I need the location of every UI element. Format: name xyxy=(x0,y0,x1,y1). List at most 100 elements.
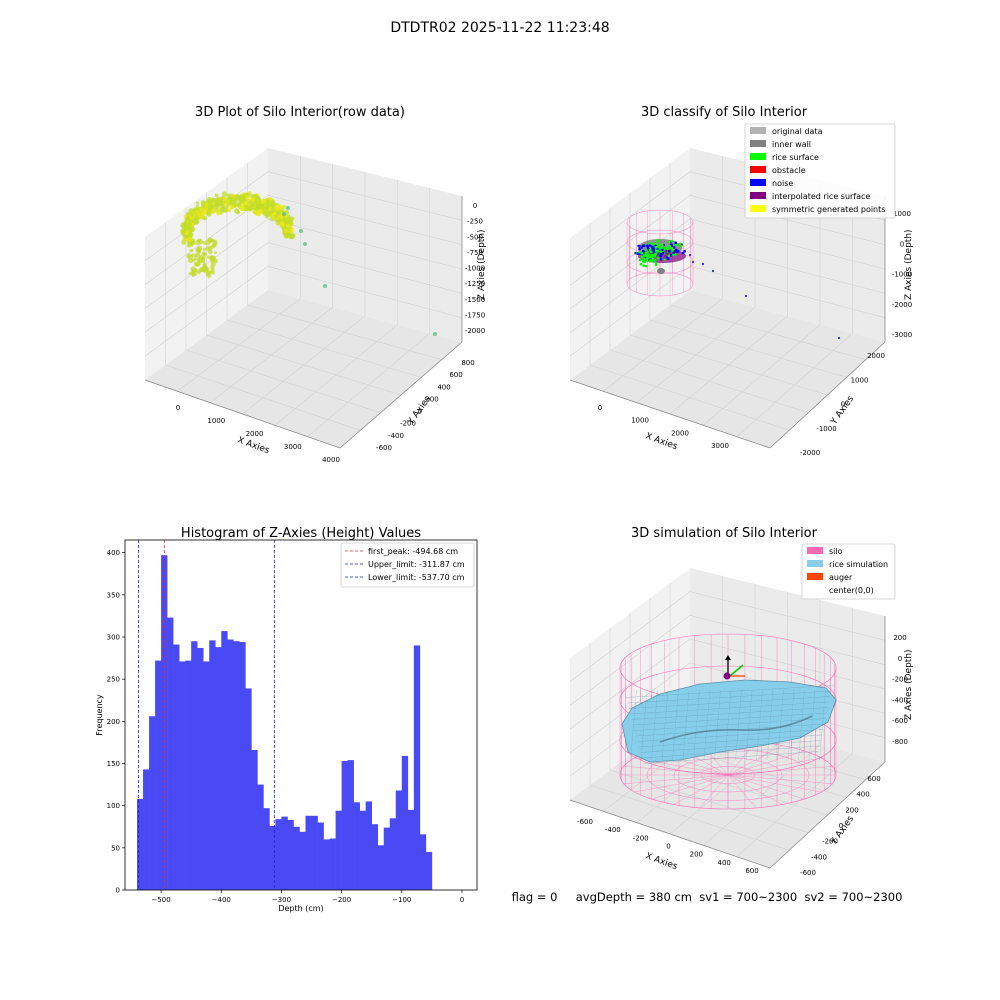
rice-surface-mesh-line xyxy=(643,751,819,764)
simulation-x-tick: -200 xyxy=(633,834,649,842)
histogram-bar xyxy=(293,826,300,890)
simulation-x-tick: -600 xyxy=(577,818,593,826)
simulation-y-tick: -200 xyxy=(822,838,838,846)
raw-point xyxy=(210,239,215,243)
classify-point xyxy=(659,257,663,261)
raw-point xyxy=(187,253,191,257)
simulation-z-tick: -800 xyxy=(892,738,908,746)
raw-point xyxy=(180,230,186,236)
raw-point xyxy=(266,210,270,214)
classify-legend-frame xyxy=(744,123,896,219)
histogram-bar xyxy=(215,647,222,890)
histogram-bar xyxy=(365,801,372,890)
histogram-bar xyxy=(377,845,385,890)
raw-point xyxy=(283,231,289,237)
histogram-legend-label: Upper_limit: -311.87 cm xyxy=(368,560,465,569)
simulation-y-tick: 200 xyxy=(845,806,858,814)
classify-point xyxy=(672,246,676,249)
raw-point xyxy=(286,227,291,231)
raw-point xyxy=(187,220,193,226)
raw-point xyxy=(287,216,292,221)
histogram-y-tick-label: 300 xyxy=(107,633,120,641)
histogram-bar xyxy=(173,644,180,890)
rice-surface-mesh-line xyxy=(625,685,833,698)
classify-y-ticks: -2000 -1000 0 1000 2000 xyxy=(800,352,885,457)
classify-rice-point xyxy=(648,259,652,263)
histogram-bar xyxy=(389,818,397,890)
histogram-legend-label: first_peak: -494.68 cm xyxy=(368,547,458,556)
classify-x-ticks: 0 1000 2000 3000 xyxy=(598,404,729,450)
classify-rice-point xyxy=(642,254,646,258)
histogram-bar xyxy=(167,617,174,890)
raw-z-tick: -2000 xyxy=(465,327,485,335)
raw-point xyxy=(210,268,215,273)
simulation-x-tick: 400 xyxy=(718,859,731,867)
raw-point xyxy=(206,211,212,217)
raw-point xyxy=(252,209,257,214)
simulation-legend-frame xyxy=(801,543,896,600)
classify-legend-label: inner wall xyxy=(772,140,811,149)
panel-raw-scatter: 3D Plot of Silo Interior(row data) 0 1000… xyxy=(144,105,487,464)
classify-rice-point xyxy=(653,259,657,262)
raw-y-tick: 600 xyxy=(449,371,462,379)
histogram-bar xyxy=(305,815,312,890)
raw-point xyxy=(206,199,211,204)
raw-z-tick: -1500 xyxy=(465,296,485,304)
histogram-bar xyxy=(245,688,252,890)
raw-point xyxy=(260,198,267,205)
rice-surface-mesh-line xyxy=(631,707,829,720)
raw-point xyxy=(232,193,237,198)
histogram-x-tick-label: −400 xyxy=(212,896,231,904)
classify-point xyxy=(659,254,662,258)
panel-simulation: 3D simulation of Silo Interior -600 -400 -… xyxy=(569,526,914,877)
classify-point xyxy=(668,244,672,248)
simulation-legend: silo rice simulation auger center(0,0) xyxy=(801,543,896,600)
raw-point xyxy=(206,255,211,259)
raw-point xyxy=(274,214,279,219)
simulation-y-label: Y Axies xyxy=(829,814,857,847)
raw-scatter-x-ticks: 0 1000 2000 3000 4000 xyxy=(176,404,340,464)
classify-x-tick: 1000 xyxy=(631,417,649,425)
histogram-bar xyxy=(395,790,403,890)
classify-y-tick: 1000 xyxy=(851,376,869,384)
raw-point xyxy=(213,241,218,246)
histogram-bar xyxy=(155,660,162,890)
classify-rice-point xyxy=(651,259,654,262)
histogram-bar xyxy=(263,808,270,890)
simulation-z-tick: -600 xyxy=(892,717,908,725)
classify-z-label: Z Axies (Depth) xyxy=(904,229,914,300)
classify-y-tick: 0 xyxy=(841,401,845,409)
histogram-bar xyxy=(287,820,294,890)
histogram-bar xyxy=(323,839,330,890)
simulation-z-label: Z Axies (Depth) xyxy=(904,649,914,720)
histogram-bar xyxy=(329,838,336,890)
histogram-reference-lines xyxy=(137,540,275,890)
classify-rice-point xyxy=(649,255,652,259)
raw-point xyxy=(243,200,249,206)
simulation-z-ticks: 200 0 -200 -400 -600 -800 xyxy=(892,634,908,746)
raw-point xyxy=(194,220,199,225)
raw-point xyxy=(235,210,241,215)
histogram-bar xyxy=(185,660,192,890)
classify-rice-point xyxy=(646,251,649,254)
histogram-x-tick-label: −500 xyxy=(151,896,170,904)
raw-point xyxy=(227,208,232,212)
histogram-y-tick-label: 150 xyxy=(107,760,120,768)
raw-point xyxy=(214,193,219,198)
raw-point xyxy=(290,227,294,231)
classify-point xyxy=(642,249,645,253)
raw-point xyxy=(225,205,229,209)
classify-point xyxy=(679,244,683,248)
classify-z-tick: -2000 xyxy=(892,301,912,309)
histogram-y-ticks: 0 50 100 150 200 250 300 350 400 xyxy=(107,549,125,895)
classify-point xyxy=(674,253,677,256)
classify-legend-label: rice surface xyxy=(772,153,819,162)
histogram-bar xyxy=(383,827,391,890)
histogram-bar xyxy=(143,769,150,890)
axis-line-y xyxy=(339,341,463,449)
simulation-x-ticks: -600 -400 -200 0 200 400 600 xyxy=(577,818,759,875)
raw-point xyxy=(195,210,200,215)
raw-point xyxy=(195,201,200,205)
histogram-bar xyxy=(335,810,342,890)
pane-floor xyxy=(570,290,885,448)
